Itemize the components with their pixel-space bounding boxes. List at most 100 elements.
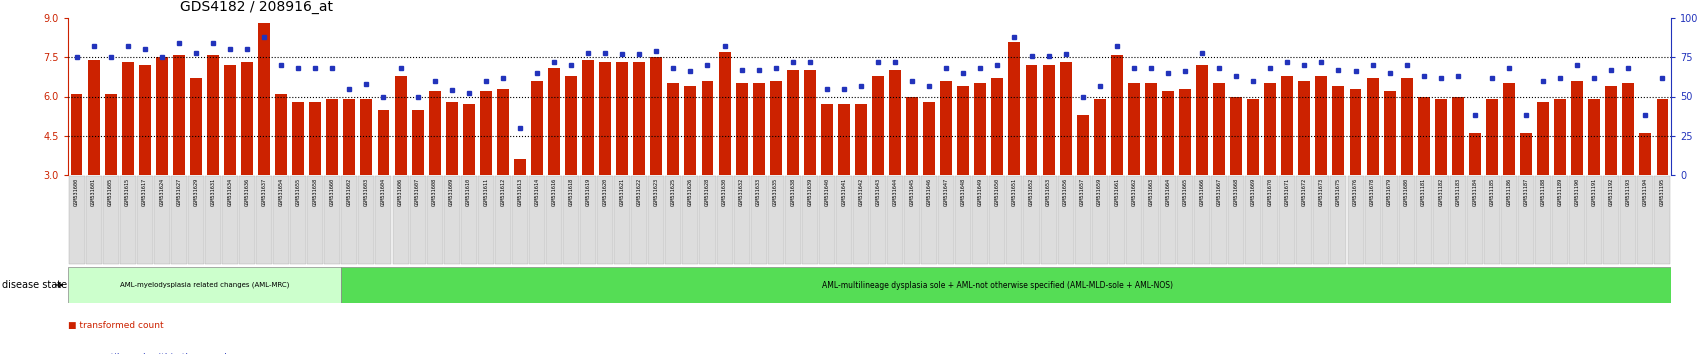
- FancyBboxPatch shape: [170, 176, 188, 264]
- Text: GSM531634: GSM531634: [227, 178, 232, 206]
- Text: GSM531191: GSM531191: [1591, 178, 1596, 206]
- FancyBboxPatch shape: [68, 176, 85, 264]
- Text: GSM531665: GSM531665: [1182, 178, 1187, 206]
- FancyBboxPatch shape: [409, 176, 425, 264]
- Text: GSM531668: GSM531668: [1233, 178, 1238, 206]
- Bar: [1025, 65, 1037, 175]
- Text: GSM531188: GSM531188: [1540, 178, 1545, 206]
- Text: GSM531646: GSM531646: [926, 178, 931, 206]
- Bar: [1570, 81, 1582, 175]
- FancyBboxPatch shape: [68, 267, 341, 303]
- Bar: [957, 86, 968, 175]
- FancyBboxPatch shape: [188, 176, 205, 264]
- FancyBboxPatch shape: [1364, 176, 1379, 264]
- Text: GSM531656: GSM531656: [1062, 178, 1067, 206]
- FancyBboxPatch shape: [1432, 176, 1448, 264]
- Bar: [939, 81, 951, 175]
- FancyBboxPatch shape: [1637, 176, 1652, 264]
- Text: GSM531660: GSM531660: [329, 178, 334, 206]
- Text: GSM531616: GSM531616: [551, 178, 556, 206]
- FancyBboxPatch shape: [256, 176, 273, 264]
- Bar: [1178, 88, 1190, 175]
- Text: GSM531195: GSM531195: [1659, 178, 1664, 206]
- FancyBboxPatch shape: [1023, 176, 1038, 264]
- Bar: [1059, 63, 1071, 175]
- FancyBboxPatch shape: [358, 176, 373, 264]
- Bar: [1008, 41, 1020, 175]
- Bar: [343, 99, 355, 175]
- Bar: [1621, 84, 1633, 175]
- Text: GSM531601: GSM531601: [90, 178, 95, 206]
- Text: GSM531678: GSM531678: [1369, 178, 1374, 206]
- FancyBboxPatch shape: [1313, 176, 1328, 264]
- Text: GSM531676: GSM531676: [1352, 178, 1357, 206]
- Text: GSM531628: GSM531628: [704, 178, 709, 206]
- Bar: [888, 70, 900, 175]
- FancyBboxPatch shape: [1142, 176, 1158, 264]
- FancyBboxPatch shape: [392, 176, 407, 264]
- Bar: [871, 75, 883, 175]
- Text: GSM531602: GSM531602: [346, 178, 351, 206]
- Bar: [138, 65, 150, 175]
- Text: GSM531675: GSM531675: [1335, 178, 1340, 206]
- FancyBboxPatch shape: [904, 176, 919, 264]
- Bar: [1110, 55, 1122, 175]
- Bar: [752, 84, 764, 175]
- Bar: [1485, 99, 1497, 175]
- Text: GSM531622: GSM531622: [636, 178, 641, 206]
- FancyBboxPatch shape: [733, 176, 748, 264]
- Text: GSM531651: GSM531651: [1011, 178, 1016, 206]
- Bar: [172, 55, 184, 175]
- Bar: [1349, 88, 1361, 175]
- Text: GSM531620: GSM531620: [602, 178, 607, 206]
- Bar: [1246, 99, 1258, 175]
- Text: GSM531627: GSM531627: [176, 178, 181, 206]
- Text: GSM531640: GSM531640: [824, 178, 829, 206]
- Text: AML-myelodysplasia related changes (AML-MRC): AML-myelodysplasia related changes (AML-…: [119, 282, 288, 288]
- Text: GSM531661: GSM531661: [1113, 178, 1118, 206]
- Text: GSM531654: GSM531654: [278, 178, 283, 206]
- Bar: [598, 63, 610, 175]
- Bar: [1502, 84, 1514, 175]
- FancyBboxPatch shape: [887, 176, 902, 264]
- Text: GSM531193: GSM531193: [1625, 178, 1630, 206]
- FancyBboxPatch shape: [1586, 176, 1601, 264]
- Text: GSM531615: GSM531615: [124, 178, 130, 206]
- Text: GSM531645: GSM531645: [909, 178, 914, 206]
- FancyBboxPatch shape: [375, 176, 390, 264]
- FancyBboxPatch shape: [136, 176, 153, 264]
- FancyBboxPatch shape: [1347, 176, 1362, 264]
- Text: GSM531638: GSM531638: [789, 178, 795, 206]
- FancyBboxPatch shape: [938, 176, 953, 264]
- FancyBboxPatch shape: [1483, 176, 1499, 264]
- Text: GSM531635: GSM531635: [772, 178, 777, 206]
- FancyBboxPatch shape: [1569, 176, 1584, 264]
- Text: GSM531633: GSM531633: [755, 178, 760, 206]
- Text: GSM531181: GSM531181: [1420, 178, 1425, 206]
- Text: GDS4182 / 208916_at: GDS4182 / 208916_at: [181, 0, 332, 15]
- FancyBboxPatch shape: [512, 176, 527, 264]
- Text: GSM531671: GSM531671: [1284, 178, 1289, 206]
- Bar: [1451, 97, 1463, 175]
- FancyBboxPatch shape: [341, 267, 1669, 303]
- Bar: [223, 65, 235, 175]
- FancyBboxPatch shape: [443, 176, 459, 264]
- Bar: [206, 55, 218, 175]
- Text: GSM531183: GSM531183: [1454, 178, 1459, 206]
- FancyBboxPatch shape: [1159, 176, 1175, 264]
- Bar: [1229, 97, 1241, 175]
- FancyBboxPatch shape: [460, 176, 476, 264]
- Text: GSM531189: GSM531189: [1557, 178, 1562, 206]
- FancyBboxPatch shape: [989, 176, 1004, 264]
- Bar: [684, 86, 696, 175]
- Bar: [769, 81, 781, 175]
- Bar: [564, 75, 576, 175]
- FancyBboxPatch shape: [341, 176, 356, 264]
- Bar: [189, 78, 201, 175]
- FancyBboxPatch shape: [222, 176, 239, 264]
- Text: GSM531663: GSM531663: [1147, 178, 1153, 206]
- Bar: [991, 78, 1003, 175]
- Text: GSM531680: GSM531680: [1403, 178, 1408, 206]
- Bar: [428, 91, 440, 175]
- Text: GSM531630: GSM531630: [721, 178, 726, 206]
